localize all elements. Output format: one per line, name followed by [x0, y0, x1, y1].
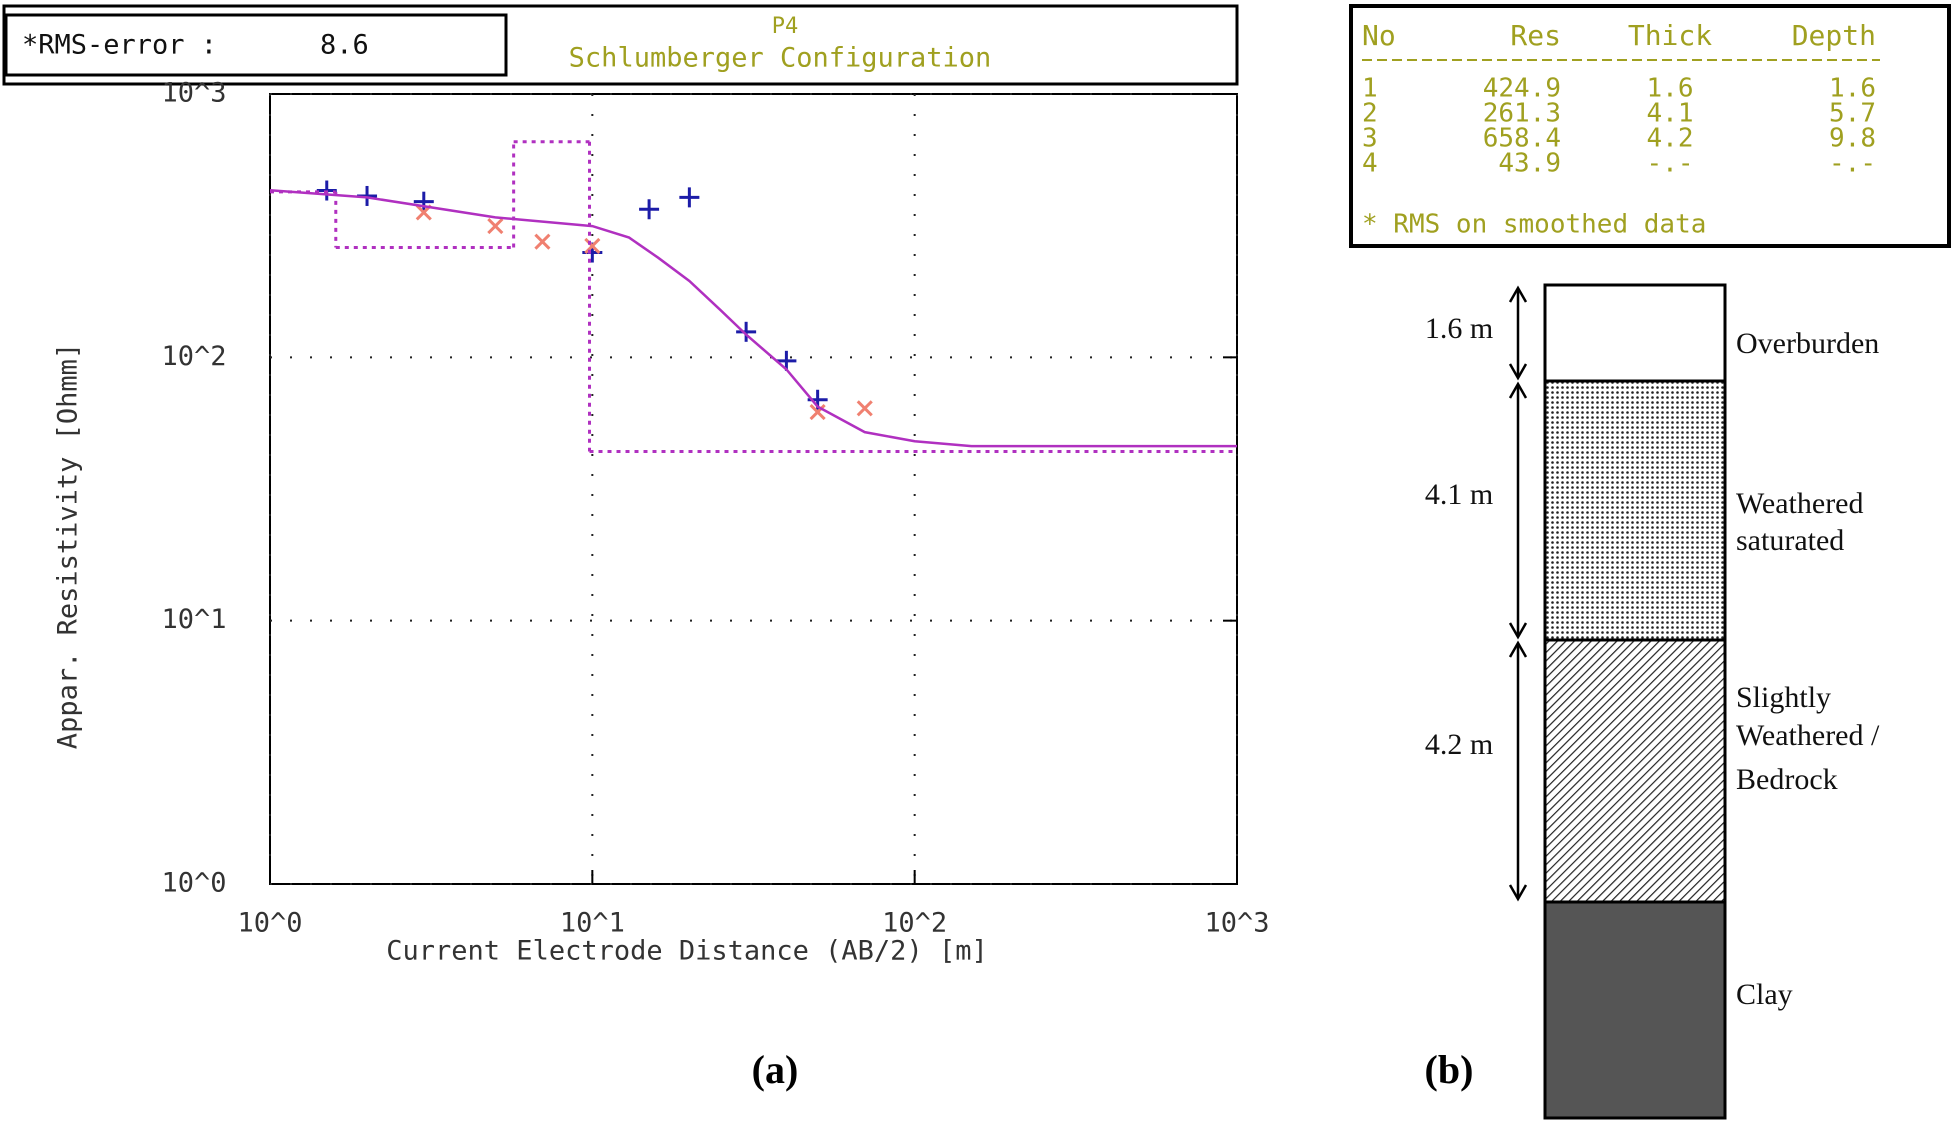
table-header: Res [1510, 19, 1561, 52]
panel-label: (b) [1425, 1047, 1474, 1092]
table-header: Thick [1628, 19, 1712, 52]
table-note: * RMS on smoothed data [1362, 210, 1706, 240]
layer-label: Bedrock [1736, 763, 1838, 796]
layer-label: Clay [1736, 978, 1793, 1011]
plot-frame [269, 93, 1238, 885]
panel-label: (a) [752, 1047, 799, 1092]
marker-stroke [856, 400, 873, 417]
y-tick-label: 10^2 [161, 341, 226, 372]
data-point [776, 350, 797, 371]
table-header: Depth [1792, 19, 1876, 52]
rms-label: *RMS-error : [22, 30, 217, 61]
data-point [679, 187, 700, 208]
layer-label: saturated [1736, 524, 1844, 557]
thickness-label: 1.6 m [1425, 312, 1493, 345]
table-cell: 43.9 [1498, 149, 1561, 179]
table-cell: 658.4 [1483, 124, 1561, 154]
data-point [487, 218, 504, 235]
marker-stroke [584, 237, 601, 254]
layer [1543, 379, 1727, 642]
y-tick-label: 10^3 [161, 78, 226, 109]
marker-stroke [809, 403, 826, 421]
table-cell: 5.7 [1829, 99, 1876, 129]
rms-value: 8.6 [320, 30, 369, 61]
data-point [584, 237, 601, 254]
arrow-head [1508, 640, 1528, 902]
table-cell: 9.8 [1829, 124, 1876, 154]
x-tick-label: 10^1 [560, 908, 625, 939]
data-point [639, 199, 660, 220]
thickness-label: 4.1 m [1425, 478, 1493, 511]
table-header: No [1362, 19, 1396, 52]
layer-label: Weathered [1736, 487, 1864, 520]
x-axis-title: Current Electrode Distance (AB/2) [m] [386, 936, 987, 967]
x-tick-label: 10^3 [1204, 908, 1269, 939]
table-cell: 424.9 [1483, 74, 1561, 104]
layer [1543, 900, 1727, 1120]
layer [1543, 638, 1727, 904]
table-cell: 1 [1362, 74, 1378, 104]
table-cell: -.- [1829, 149, 1876, 179]
data-point [856, 400, 873, 417]
y-tick-label: 10^0 [161, 868, 226, 899]
layer [1543, 283, 1727, 383]
layer-label: Slightly [1736, 681, 1831, 714]
x-tick-label: 10^2 [882, 908, 947, 939]
table-cell: 4.2 [1647, 124, 1694, 154]
table-cell: 4.1 [1647, 99, 1694, 129]
chart-title: Schlumberger Configuration [569, 43, 992, 74]
rms-box [4, 13, 508, 77]
y-tick-label: 10^1 [161, 604, 226, 635]
y-axis-title: Appar. Resistivity [Ohmm] [53, 343, 84, 749]
data-point [534, 233, 551, 250]
data-point [736, 321, 757, 342]
table-cell: 2 [1362, 99, 1378, 129]
table-box [1349, 4, 1951, 248]
table-cell: -.- [1647, 149, 1694, 179]
table-cell: 1.6 [1829, 74, 1876, 104]
data-point [413, 191, 434, 212]
marker-stroke [534, 233, 551, 250]
table-cell: 3 [1362, 124, 1378, 154]
data-point [809, 403, 826, 421]
marker-stroke [487, 218, 504, 235]
arrow-head [1508, 381, 1528, 640]
arrow-head [1508, 285, 1528, 381]
table-cell: 4 [1362, 149, 1378, 179]
x-tick-label: 10^0 [237, 908, 302, 939]
table-cell: 261.3 [1483, 99, 1561, 129]
layer-label: Weathered / [1736, 719, 1880, 752]
table-cell: 1.6 [1647, 74, 1694, 104]
layer-label: Overburden [1736, 327, 1879, 360]
thickness-label: 4.2 m [1425, 728, 1493, 761]
chart-subtitle: P4 [772, 14, 799, 39]
fit-curve [269, 189, 1237, 448]
